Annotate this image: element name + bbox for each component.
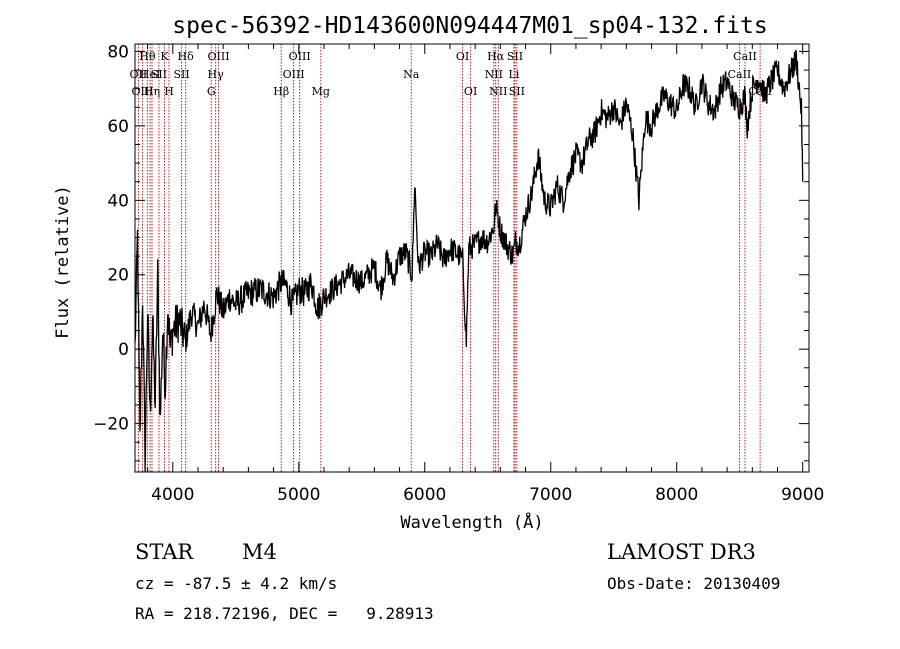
redshift-cz: cz = -87.5 ± 4.2 km/s [135, 574, 338, 593]
emission-line-label: Hα [487, 50, 505, 63]
x-tick-label: 5000 [277, 485, 320, 505]
emission-line-label: OIII [283, 68, 305, 81]
emission-line-label: Hη [144, 85, 160, 98]
emission-line-label: Hθ [139, 50, 156, 63]
emission-line-label: OIII [207, 50, 229, 63]
x-axis: 4000 5000 6000 7000 8000 9000 [147, 44, 824, 505]
emission-line-label: Hγ [208, 68, 225, 81]
x-tick-label: 6000 [403, 485, 446, 505]
object-class: STAR [135, 540, 194, 564]
emission-line-label: CaII [728, 68, 752, 81]
y-tick-label: 20 [107, 266, 129, 286]
plot-frame [134, 43, 810, 473]
spectrum-line [134, 49, 804, 473]
emission-line-label: CaII [733, 50, 757, 63]
y-tick-label: 0 [118, 340, 129, 360]
emission-line-label: OI [456, 50, 469, 63]
emission-line-label: SII [151, 68, 167, 81]
emission-line-label: SII [173, 68, 189, 81]
emission-line-label: Na [403, 68, 420, 81]
survey-name: LAMOST DR3 [607, 540, 756, 564]
emission-line-label: Hβ [273, 85, 289, 98]
emission-line-label: HeI [140, 68, 160, 81]
emission-line-label: SII [507, 50, 523, 63]
object-subclass: M4 [242, 540, 277, 564]
emission-line-label: SII [509, 85, 525, 98]
x-tick-label: 8000 [655, 485, 698, 505]
emission-line-markers [137, 44, 761, 472]
x-axis-label: Wavelength (Å) [400, 511, 543, 533]
observation-date: Obs-Date: 20130409 [607, 574, 781, 593]
y-axis: −20 0 20 40 60 80 [93, 42, 809, 462]
y-tick-label: 80 [107, 42, 129, 62]
emission-line-label: H [164, 85, 174, 98]
x-tick-label: 9000 [781, 485, 824, 505]
emission-line-label: Mg [312, 85, 330, 98]
y-tick-label: 60 [107, 117, 129, 137]
x-tick-label: 4000 [151, 485, 194, 505]
y-tick-label: −20 [93, 415, 129, 435]
emission-line-label: G [207, 85, 216, 98]
chart-title: spec-56392-HD143600N094447M01_sp04-132.f… [172, 13, 767, 39]
emission-line-label: OI [464, 85, 477, 98]
y-axis-label: Flux (relative) [53, 185, 73, 339]
emission-line-label: Li [509, 68, 520, 81]
emission-line-label: NII [489, 85, 507, 98]
emission-line-label: K [160, 50, 169, 63]
emission-line-label: OII [130, 68, 148, 81]
y-tick-label: 40 [107, 191, 129, 211]
emission-line-label: OIII [289, 50, 311, 63]
emission-line-label: NII [485, 68, 503, 81]
emission-line-label: Hδ [178, 50, 195, 63]
coordinates: RA = 218.72196, DEC = 9.28913 [135, 604, 434, 623]
x-tick-label: 7000 [529, 485, 572, 505]
